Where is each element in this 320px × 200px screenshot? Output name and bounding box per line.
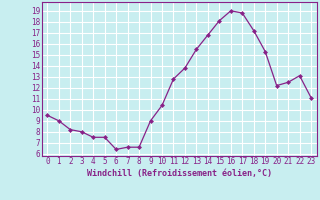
X-axis label: Windchill (Refroidissement éolien,°C): Windchill (Refroidissement éolien,°C) — [87, 169, 272, 178]
